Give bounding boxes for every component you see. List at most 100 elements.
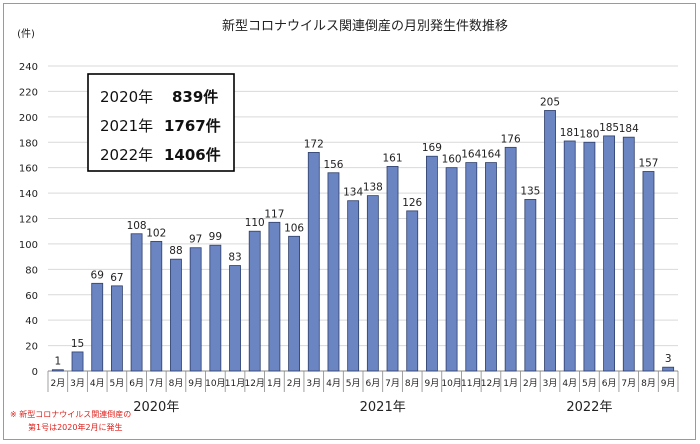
summary-box: 2020年 839件 2021年 1767件 2022年 1406件 xyxy=(87,73,235,172)
y-tick-label: 120 xyxy=(19,215,38,226)
bar xyxy=(189,247,202,372)
data-label: 99 xyxy=(209,231,222,243)
data-label: 181 xyxy=(560,127,580,139)
y-axis-label: (件) xyxy=(17,28,35,40)
data-label: 157 xyxy=(638,157,658,169)
x-tick-label: 8月 xyxy=(169,378,184,389)
summary-count-2021: 1767件 xyxy=(164,117,221,135)
data-label: 134 xyxy=(343,187,363,199)
year-group-labels: 2020年 2021年 2022年 xyxy=(133,400,612,415)
data-label: 67 xyxy=(110,272,123,284)
data-label: 3 xyxy=(665,353,672,365)
x-tick-label: 11月 xyxy=(225,378,245,389)
bar xyxy=(150,240,163,372)
bar xyxy=(662,366,675,372)
x-tick-label: 9月 xyxy=(661,378,676,389)
y-tick-labels: 0 20 40 60 80 100 120 140 160 180 200 220 240 xyxy=(19,62,38,378)
summary-year-2021: 2021年 xyxy=(100,117,153,135)
bar xyxy=(170,258,182,372)
x-tick-label: 4月 xyxy=(562,378,577,389)
data-label: 180 xyxy=(579,128,599,140)
data-label: 169 xyxy=(422,142,442,154)
y-tick-label: 240 xyxy=(19,62,38,73)
bar xyxy=(583,141,596,372)
x-tick-label: 5月 xyxy=(110,378,125,389)
bar xyxy=(485,162,497,372)
y-tick-label: 60 xyxy=(25,291,38,302)
x-tick-label: 2月 xyxy=(287,378,302,389)
bar xyxy=(327,172,340,372)
x-tick-label: 1月 xyxy=(503,378,518,389)
x-tick-label: 5月 xyxy=(582,378,597,389)
bar xyxy=(110,285,123,372)
y-tick-label: 140 xyxy=(19,189,38,200)
footnote-line-1: ※ 新型コロナウイルス関連倒産の xyxy=(10,409,131,419)
bar xyxy=(209,244,222,372)
data-label: 106 xyxy=(284,222,304,234)
y-tick-label: 160 xyxy=(19,164,38,175)
x-tick-label: 2月 xyxy=(523,378,538,389)
bar xyxy=(248,230,261,372)
data-label: 69 xyxy=(91,269,104,281)
data-label: 97 xyxy=(189,234,202,246)
bar xyxy=(51,369,64,372)
x-tick-label: 12月 xyxy=(244,378,264,389)
bar xyxy=(504,146,517,372)
x-tick-label: 6月 xyxy=(602,378,617,389)
summary-box-border xyxy=(87,73,235,172)
bar xyxy=(524,199,537,372)
year-group-label: 2021年 xyxy=(360,400,406,415)
bar xyxy=(563,140,576,372)
data-label: 185 xyxy=(599,122,619,134)
x-tick-label: 9月 xyxy=(188,378,203,389)
data-label: 15 xyxy=(71,338,84,350)
x-tick-label: 7月 xyxy=(385,378,400,389)
x-tick-labels: 2月 3月 4月 5月 6月 7月 8月 9月 10月 11月 12月 1月 2月 3月 4月 5月 6月 7月 8… xyxy=(47,371,679,392)
x-tick-label: 4月 xyxy=(326,378,341,389)
x-tick-label: 11月 xyxy=(461,378,481,389)
x-tick-label: 7月 xyxy=(621,378,636,389)
data-label: 117 xyxy=(264,208,284,220)
data-label: 164 xyxy=(481,149,501,161)
data-label: 135 xyxy=(520,185,540,197)
bar xyxy=(366,195,379,372)
x-tick-label: 3月 xyxy=(306,378,321,389)
data-label: 176 xyxy=(501,133,521,145)
data-label: 110 xyxy=(245,217,265,229)
footnote-line-2: 第1号は2020年2月に発生 xyxy=(28,422,123,432)
x-tick-label: 8月 xyxy=(405,378,420,389)
x-tick-label: 9月 xyxy=(425,378,440,389)
y-tick-label: 200 xyxy=(19,113,38,124)
bar xyxy=(307,152,320,372)
summary-count-2020: 839件 xyxy=(172,88,218,106)
y-tick-label: 40 xyxy=(25,316,38,327)
y-tick-label: 80 xyxy=(25,265,38,276)
bar xyxy=(91,282,104,372)
y-tick-label: 180 xyxy=(19,138,38,149)
data-label: 108 xyxy=(127,220,147,232)
bar xyxy=(622,136,635,372)
y-tick-label: 100 xyxy=(19,240,38,251)
summary-year-2022: 2022年 xyxy=(100,146,153,164)
x-tick-label: 4月 xyxy=(90,378,105,389)
y-tick-label: 0 xyxy=(32,367,38,378)
data-label: 160 xyxy=(442,154,462,166)
x-tick-label: 6月 xyxy=(365,378,380,389)
bar xyxy=(130,233,143,372)
bar xyxy=(406,210,419,372)
bar xyxy=(347,200,360,372)
x-tick-label: 7月 xyxy=(149,378,164,389)
bar xyxy=(71,351,84,372)
year-group-label: 2020年 xyxy=(133,400,179,415)
summary-count-2022: 1406件 xyxy=(164,146,221,164)
data-label: 205 xyxy=(540,96,560,108)
data-label: 83 xyxy=(228,252,241,264)
chart-title: 新型コロナウイルス関連倒産の月別発生件数推移 xyxy=(222,18,508,34)
data-label: 164 xyxy=(461,149,481,161)
data-label: 102 xyxy=(146,227,166,239)
summary-year-2020: 2020年 xyxy=(100,88,153,106)
data-label: 1 xyxy=(55,356,62,368)
y-tick-label: 220 xyxy=(19,87,38,98)
